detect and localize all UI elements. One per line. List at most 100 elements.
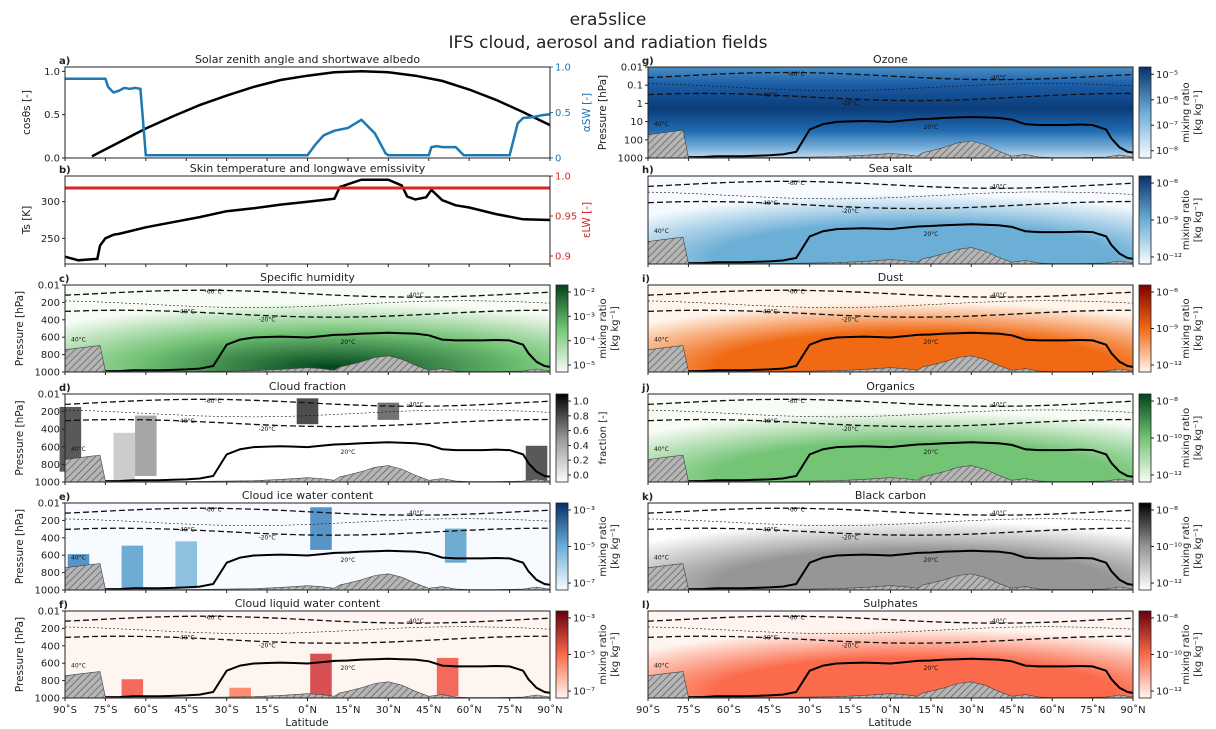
colorbar-label: mixing ratio: [598, 624, 609, 684]
colorbar-tick-label: 10⁻⁵: [573, 650, 595, 661]
isotherm-label: 20°C: [924, 449, 939, 456]
colorbar-tick-label: 10⁻⁷: [1156, 121, 1178, 132]
cloud-patch: [121, 545, 144, 589]
colorbar-tick-label: 10⁻⁸: [1156, 397, 1178, 408]
zero-isotherm-line: [64, 331, 551, 373]
x-tick-label: 75˚S: [93, 704, 117, 716]
zero-isotherm-line: [64, 441, 551, 483]
colorbar-units: [kg kg⁻¹]: [610, 306, 621, 351]
y-tick-label-right: 0: [555, 154, 561, 165]
colorbar: [555, 502, 569, 591]
x-tick-label: 15˚S: [255, 704, 279, 716]
x-tick-label: 60˚S: [134, 704, 158, 716]
colorbar-units: [kg kg⁻¹]: [1193, 416, 1204, 461]
isotherm-label: 40°C: [71, 555, 86, 562]
y-axis-label: Pressure [hPa]: [14, 509, 26, 584]
y-tick-label: 10: [630, 117, 643, 128]
heatmap-field: [648, 611, 1133, 698]
isotherm-label: 40°C: [654, 446, 669, 453]
isotherm-label: -60°C: [788, 71, 805, 78]
colorbar-tick-label: 10⁻³: [573, 613, 595, 624]
cloud-patch: [436, 657, 459, 697]
y-tick-label: 1000: [35, 586, 60, 597]
isotherm-label: -20°C: [259, 317, 276, 324]
y-tick-label: 200: [41, 298, 60, 309]
y-tick-label: 0.01: [38, 499, 60, 510]
x-tick-label: 90˚S: [53, 704, 77, 716]
y-axis-label: Pressure [hPa]: [14, 400, 26, 475]
y-tick-label-right: 0.5: [555, 108, 571, 119]
colorbar: [555, 284, 569, 373]
panel-label: l): [642, 600, 650, 611]
isotherm-label: -40°C: [990, 401, 1007, 408]
panel-label: j): [641, 383, 650, 394]
y-axis-label: Pressure [hPa]: [14, 617, 26, 692]
isotherm-label: -20°C: [842, 100, 859, 107]
zero-isotherm-line: [647, 115, 1134, 159]
y-tick-label: 250: [41, 234, 60, 245]
colorbar-tick-label: 10⁻⁷: [573, 579, 595, 590]
panel-title: Sulphates: [863, 597, 918, 610]
isotherm-label: -60°C: [205, 289, 222, 296]
isotherm-label: -40°C: [761, 527, 778, 534]
isotherm-label: -60°C: [788, 507, 805, 514]
colorbar-tick-label: 10⁻⁵: [573, 542, 595, 553]
cloud-patch: [310, 507, 332, 550]
cloud-patch: [175, 541, 198, 589]
y-tick-label: 600: [41, 333, 60, 344]
x-tick-label: 15˚N: [918, 704, 943, 716]
panel-label: g): [642, 56, 654, 67]
y-axis-label-right: εLW [-]: [581, 202, 593, 238]
zero-isotherm-line: [647, 441, 1134, 483]
colorbar-tick-label: 10⁻⁷: [573, 687, 595, 698]
panel-label: c): [59, 274, 70, 285]
isotherm-line: [647, 300, 1134, 308]
x-tick-label: 15˚N: [335, 704, 360, 716]
isotherm-label: -60°C: [205, 398, 222, 405]
colorbar: [1138, 284, 1152, 373]
y-tick-label: 800: [41, 676, 60, 687]
isotherm-label: -20°C: [842, 535, 859, 542]
panel-label: k): [642, 492, 653, 503]
isotherm-label: -40°C: [407, 618, 424, 625]
panel-title: Dust: [878, 271, 904, 284]
colorbar-tick-label: 0.2: [573, 456, 589, 467]
colorbar-tick-label: 0.8: [573, 411, 589, 422]
isotherm-label: 20°C: [924, 665, 939, 672]
heatmap-field: [648, 285, 1133, 372]
isotherm-label: 20°C: [924, 231, 939, 238]
isotherm-label: -20°C: [259, 643, 276, 650]
heatmap-field: [648, 503, 1133, 590]
colorbar-label: mixing ratio: [1181, 624, 1192, 684]
x-tick-label: 30˚S: [798, 704, 822, 716]
x-tick-label: 60˚S: [717, 704, 741, 716]
cloud-patch: [310, 653, 332, 697]
isotherm-label: -40°C: [761, 200, 778, 207]
cloud-patch: [121, 679, 144, 697]
isotherm-label: 40°C: [654, 337, 669, 344]
isotherm-label: -20°C: [259, 535, 276, 542]
y-tick-label: 1000: [35, 368, 60, 379]
y-tick-label: 1000: [618, 154, 643, 165]
zero-isotherm-line: [64, 657, 551, 699]
isotherm-line: [647, 83, 1134, 92]
colorbar-units: [kg kg⁻¹]: [1193, 632, 1204, 677]
y-tick-label: 0.01: [38, 607, 60, 618]
isotherm-label: -40°C: [761, 635, 778, 642]
panel-title: Organics: [866, 380, 915, 393]
colorbar-label: mixing ratio: [1181, 82, 1192, 142]
isotherm-label: 40°C: [654, 663, 669, 670]
colorbar-tick-label: 10⁻¹⁰: [1156, 650, 1182, 661]
colorbar-label: mixing ratio: [1181, 408, 1192, 468]
y-tick-label: 0.0: [44, 154, 60, 165]
panel-label: a): [59, 56, 70, 67]
colorbar-tick-label: 10⁻⁹: [1156, 324, 1178, 335]
y-tick-label: 400: [41, 315, 60, 326]
zero-isotherm-line: [647, 657, 1134, 699]
y-tick-label-right: 1.0: [555, 63, 571, 74]
colorbar-tick-label: 10⁻¹²: [1156, 687, 1182, 698]
isotherm-label: 40°C: [654, 555, 669, 562]
isotherm-label: 20°C: [341, 557, 356, 564]
colorbar-tick-label: 10⁻⁸: [1156, 146, 1178, 157]
y-tick-label: 800: [41, 568, 60, 579]
